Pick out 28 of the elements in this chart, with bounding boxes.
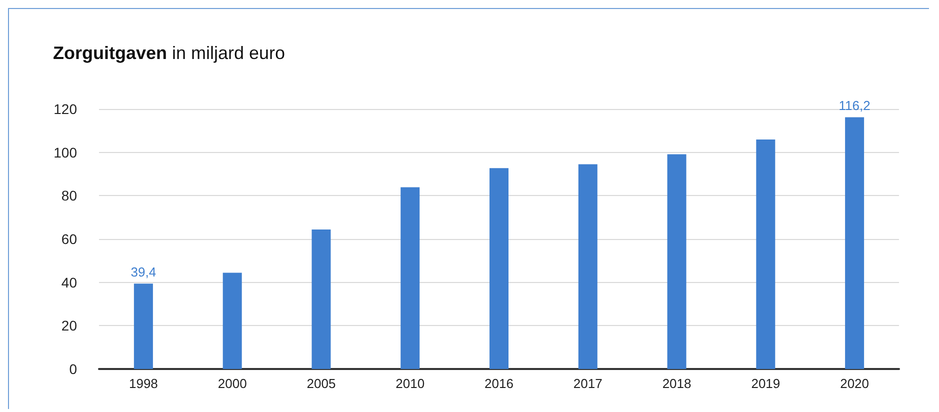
- y-tick-label: 120: [54, 101, 78, 117]
- bar: [134, 284, 153, 369]
- x-tick-label: 2019: [751, 376, 780, 391]
- x-tick-label: 2017: [573, 376, 602, 391]
- data-label: 116,2: [838, 98, 870, 114]
- bar: [845, 117, 864, 369]
- x-tick-label: 2000: [218, 376, 247, 391]
- bar: [312, 229, 331, 369]
- y-tick-label: 20: [61, 318, 78, 334]
- bar: [578, 164, 598, 369]
- bar: [667, 154, 686, 369]
- x-tick-label: 2016: [484, 376, 514, 391]
- x-tick-label: 2018: [662, 376, 692, 391]
- y-tick-label: 40: [61, 274, 78, 290]
- y-tick-label: 0: [69, 361, 78, 377]
- x-tick-label: 1998: [128, 376, 158, 391]
- x-tick-label: 2020: [840, 376, 870, 391]
- y-tick-label: 80: [61, 188, 78, 204]
- y-tick-label: 100: [54, 144, 78, 160]
- bar: [400, 187, 420, 369]
- bar: [756, 140, 776, 369]
- y-tick-label: 60: [61, 231, 78, 247]
- bar: [490, 168, 508, 369]
- chart-title: Zorguitgaven in miljard euro: [53, 43, 286, 64]
- data-label: 39,4: [130, 264, 156, 280]
- x-tick-label: 2005: [306, 376, 336, 391]
- bar: [222, 272, 242, 369]
- x-tick-label: 2010: [396, 376, 425, 391]
